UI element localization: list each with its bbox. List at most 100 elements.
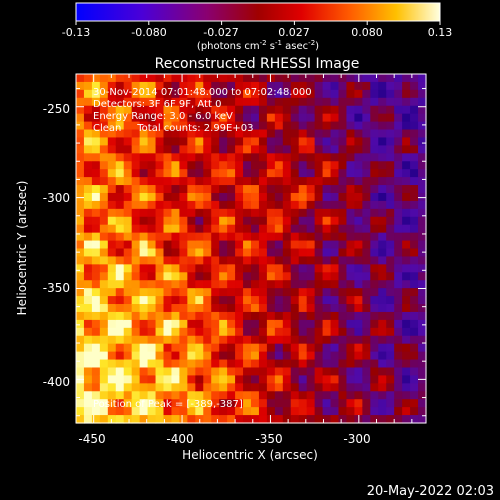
heatmap-cell [338,351,348,361]
heatmap-cell [195,145,204,154]
heatmap-cell [115,280,125,289]
heatmap-cell [274,129,284,139]
heatmap-cell [195,185,204,194]
heatmap-cell [322,391,332,400]
heatmap-cell [354,216,363,226]
heatmap-cell [76,177,85,186]
heatmap-cell [322,240,332,250]
heatmap-cell [410,375,419,384]
heatmap-cell [402,399,411,408]
heatmap-cell [203,359,212,369]
heatmap-cell [394,192,403,202]
heatmap-cell [219,81,228,91]
heatmap-cell [266,415,276,424]
heatmap-cell [187,224,196,234]
heatmap-cell [306,391,316,400]
heatmap-cell [76,169,85,178]
heatmap-cell [394,169,403,178]
heatmap-cell [227,296,236,305]
heatmap-cell [211,208,220,218]
heatmap-cell [107,375,117,384]
heatmap-cell [258,97,268,107]
heatmap-cell [306,185,316,194]
heatmap-cell [274,121,284,131]
heatmap-cell [346,407,355,416]
heatmap-cell [76,407,85,416]
heatmap-cell [76,343,85,353]
heatmap-cell [171,272,180,281]
heatmap-cell [306,304,316,313]
heatmap-cell [123,327,133,337]
heatmap-cell [282,192,292,202]
heatmap-cell [378,224,387,234]
heatmap-cell [123,351,133,361]
heatmap-cell [155,343,165,353]
heatmap-cell [243,375,252,384]
heatmap-cell [354,335,363,345]
heatmap-cell [203,74,212,83]
heatmap-cell [370,161,379,170]
heatmap-cell [402,359,411,369]
heatmap-cell [203,296,212,305]
heatmap-cell [306,296,316,305]
heatmap-cell [386,208,395,218]
heatmap-cell [386,153,395,162]
heatmap-cell [243,89,252,99]
heatmap-cell [410,137,419,146]
heatmap-cell [83,375,93,384]
heatmap-cell [386,367,395,377]
heatmap-cell [330,248,340,258]
heatmap-cell [266,89,276,99]
heatmap-cell [171,264,180,273]
heatmap-cell [378,192,387,202]
heatmap-cell [243,169,252,178]
heatmap-cell [362,383,371,392]
heatmap-cell [107,335,117,345]
heatmap-cell [346,311,355,321]
heatmap-cell [386,137,395,146]
heatmap-cell [314,343,324,353]
heatmap-cell [187,74,196,83]
heatmap-cell [258,311,268,321]
heatmap-cell [266,383,276,392]
heatmap-cell [171,319,180,329]
heatmap-cell [378,248,387,258]
heatmap-cell [83,145,93,154]
heatmap-cell [139,74,149,83]
heatmap-cell [258,192,268,202]
heatmap-cell [282,304,292,313]
heatmap-cell [290,296,300,305]
heatmap-cell [195,89,204,99]
heatmap-cell [314,200,324,210]
heatmap-cell [76,383,85,392]
heatmap-cell [378,145,387,154]
heatmap-cell [338,359,348,369]
heatmap-cell [171,335,180,345]
heatmap-cell [266,81,276,91]
heatmap-cell [155,232,165,242]
heatmap-cell [251,383,260,392]
heatmap-cell [243,129,252,139]
heatmap-cell [171,327,180,337]
heatmap-cell [235,351,244,361]
heatmap-cell [251,335,260,345]
heatmap-cell [258,335,268,345]
heatmap-cell [147,351,157,361]
heatmap-cell [227,264,236,273]
heatmap-cell [346,185,355,194]
heatmap-cell [187,161,196,170]
heatmap-cell [107,288,117,297]
heatmap-cell [418,343,427,353]
heatmap-cell [107,296,117,305]
heatmap-cell [314,153,324,162]
heatmap-cell [195,399,204,408]
heatmap-cell [227,192,236,202]
heatmap-cell [83,89,93,99]
heatmap-cell [290,129,300,139]
heatmap-cell [107,129,117,139]
heatmap-cell [227,304,236,313]
heatmap-cell [378,383,387,392]
heatmap-cell [83,129,93,139]
heatmap-cell [418,304,427,313]
heatmap-cell [362,97,371,107]
